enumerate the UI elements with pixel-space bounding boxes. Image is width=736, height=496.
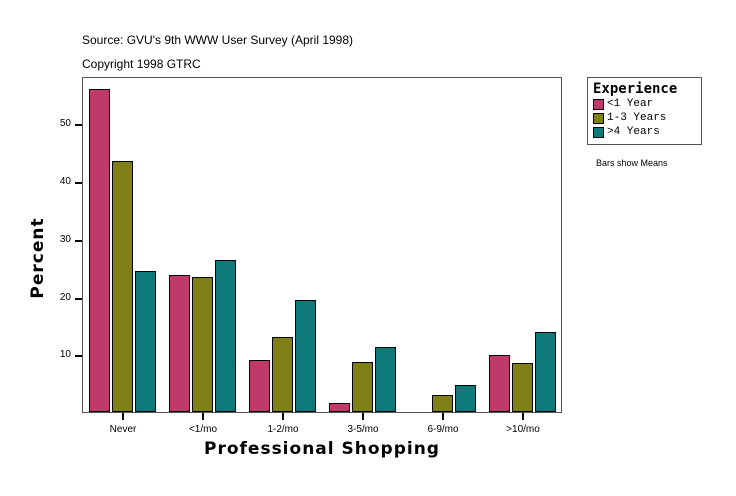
bar (432, 395, 453, 412)
x-tick-label: <1/mo (188, 424, 218, 435)
y-tick-label: 40 (59, 176, 71, 187)
legend-swatch (593, 112, 604, 124)
bars-note: Bars show Means (596, 158, 668, 168)
bar (295, 300, 316, 412)
source-text: Source: GVU's 9th WWW User Survey (April… (82, 33, 354, 47)
x-tick (442, 413, 444, 420)
bar (112, 161, 133, 412)
bar (352, 362, 373, 412)
y-tick (75, 239, 82, 242)
bar (535, 332, 556, 412)
x-tick (282, 413, 284, 420)
x-tick-label: Never (109, 424, 137, 435)
bar (249, 360, 270, 412)
y-tick (75, 182, 82, 184)
x-tick (202, 413, 204, 420)
y-tick-label: 30 (59, 233, 71, 245)
x-tick-label: 1-2/mo (267, 424, 299, 435)
bar (512, 363, 533, 412)
legend-swatch (593, 98, 604, 110)
bar (272, 337, 293, 412)
bar (375, 347, 396, 412)
y-axis-title: Percent (28, 217, 48, 299)
y-tick-label: 10 (59, 349, 71, 361)
bar (169, 275, 190, 412)
x-tick (122, 413, 124, 420)
copyright-text: Copyright 1998 GTRC (82, 57, 201, 71)
y-tick-label: 50 (59, 118, 71, 130)
legend: Experience <1 Year 1-3 Years >4 Years (587, 77, 702, 145)
x-axis-title: Professional Shopping (204, 439, 440, 459)
x-tick (522, 413, 524, 420)
bar (192, 277, 213, 412)
bar (89, 89, 110, 412)
y-tick (75, 355, 82, 358)
y-tick (75, 297, 82, 300)
x-tick-label: 6-9/mo (427, 424, 459, 435)
y-tick-label: 20 (59, 291, 71, 303)
bar (135, 271, 156, 412)
bar (455, 385, 476, 412)
legend-item: <1 Year (593, 97, 696, 111)
legend-title: Experience (593, 81, 678, 97)
x-tick (362, 413, 364, 420)
x-tick-label: >10/mo (506, 424, 540, 435)
legend-item: >4 Years (593, 125, 696, 139)
bar (329, 403, 350, 412)
y-tick (75, 124, 82, 127)
bar (215, 260, 236, 412)
plot-area: Never <1/mo 1-2/mo 3-5/mo 6-9/mo >10/mo 10 20 30… (60, 77, 562, 435)
legend-item: 1-3 Years (593, 111, 696, 125)
legend-swatch (593, 126, 604, 138)
bar (489, 355, 510, 412)
x-tick-label: 3-5/mo (347, 424, 379, 435)
